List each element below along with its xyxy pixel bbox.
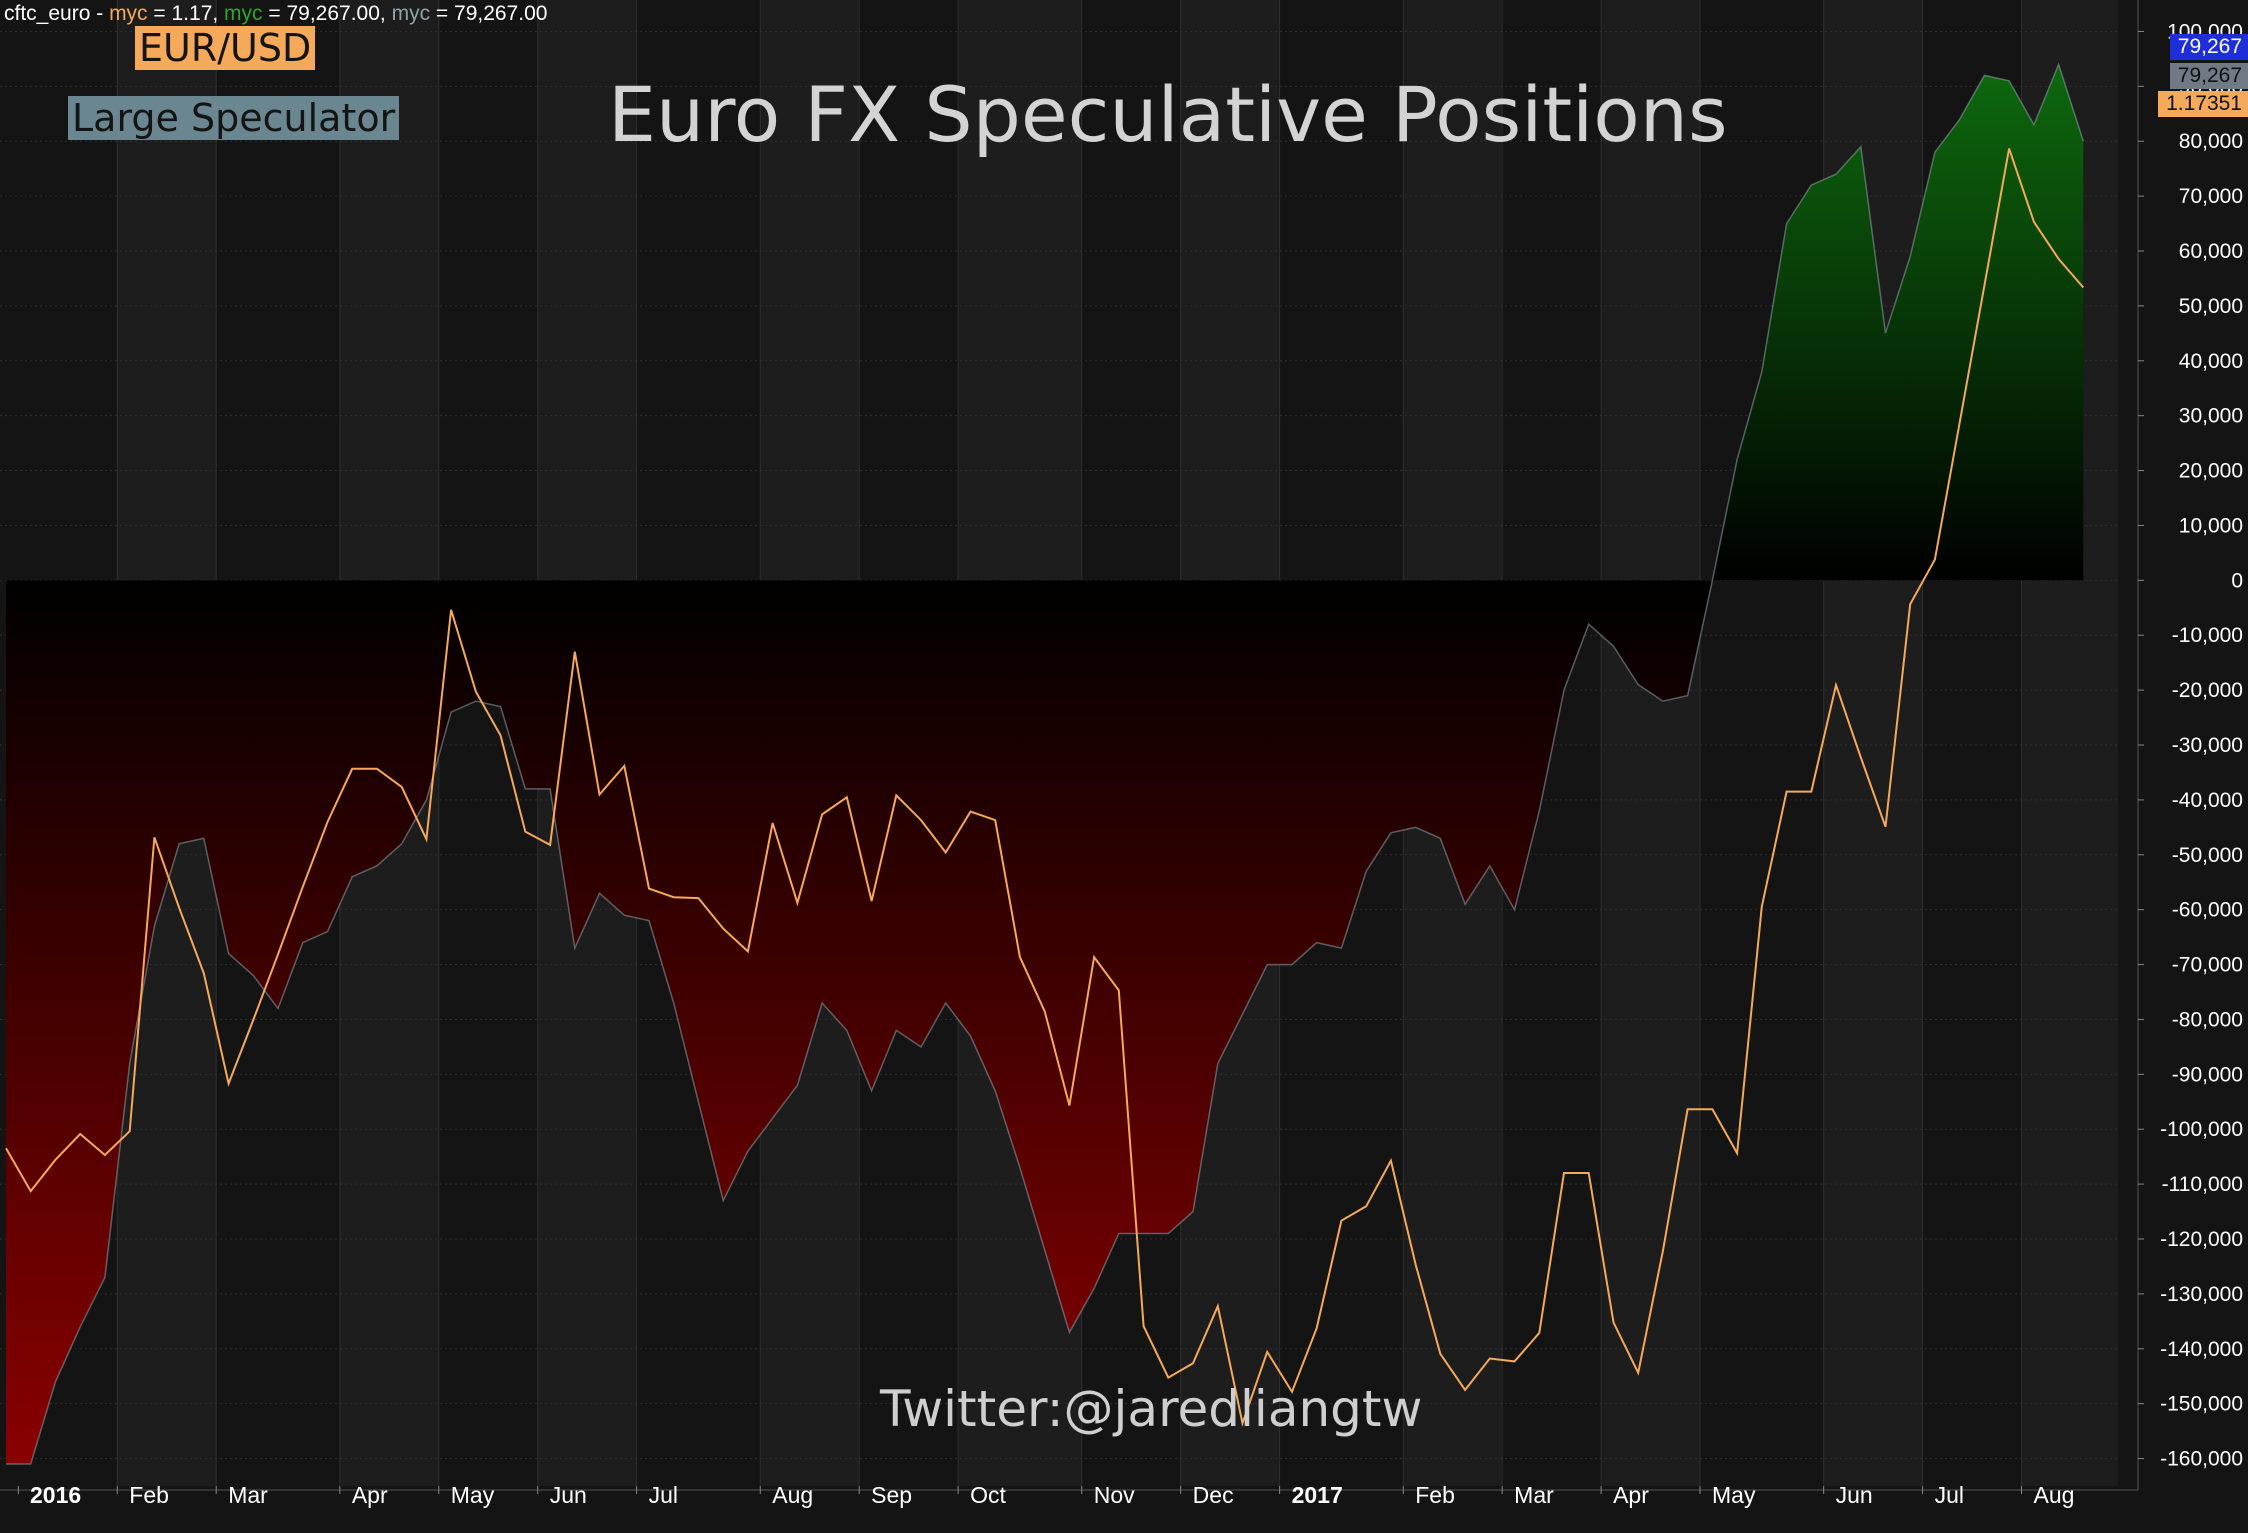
x-tick-label: May bbox=[451, 1482, 495, 1508]
y-axis: -160,000 -150,000 -140,000 -130,000 -120,000… bbox=[2137, 0, 2243, 1490]
x-tick-label: Dec bbox=[1193, 1482, 1234, 1508]
x-tick-label: Feb bbox=[1415, 1482, 1455, 1508]
x-tick-label: Apr bbox=[352, 1482, 388, 1508]
x-tick-label: Jul bbox=[1935, 1482, 1964, 1508]
y-tick-label: -40,000 bbox=[2172, 789, 2243, 812]
area-negative bbox=[6, 580, 2084, 1464]
x-tick-label: Oct bbox=[970, 1482, 1006, 1508]
y-tick-label: 40,000 bbox=[2179, 350, 2243, 373]
last-value-badge-eurusd: 1.17351 bbox=[2158, 91, 2248, 117]
chart-title: Euro FX Speculative Positions bbox=[608, 70, 1728, 159]
x-tick-label: 2016 bbox=[30, 1482, 81, 1508]
last-value-badge-area: 79,267 bbox=[2169, 34, 2248, 60]
header-value-area: = 79,267.00, bbox=[262, 2, 392, 25]
header-value-line: = 79,267.00 bbox=[430, 2, 548, 25]
x-tick-label: May bbox=[1712, 1482, 1756, 1508]
grid-lines bbox=[0, 0, 2118, 1486]
y-tick-label: -90,000 bbox=[2172, 1063, 2243, 1086]
y-tick-label: -160,000 bbox=[2160, 1448, 2243, 1471]
y-tick-label: 30,000 bbox=[2179, 405, 2243, 428]
series-lines bbox=[5, 62, 2085, 1465]
y-tick-label: -140,000 bbox=[2160, 1338, 2243, 1361]
speculator-area bbox=[6, 64, 2084, 1464]
x-tick-label: Jul bbox=[649, 1482, 678, 1508]
legend-eurusd: EUR/USD bbox=[135, 26, 316, 70]
indicator-name: cftc_euro bbox=[4, 2, 91, 25]
y-tick-label: -10,000 bbox=[2172, 624, 2243, 647]
legend-large-speculator: Large Speculator bbox=[68, 96, 400, 140]
header-key-area: myc bbox=[224, 2, 263, 25]
y-tick-label: -130,000 bbox=[2160, 1283, 2243, 1306]
x-tick-label: Jun bbox=[550, 1482, 587, 1508]
area-positive bbox=[6, 64, 2084, 581]
month-stripe bbox=[1601, 0, 1701, 1486]
y-tick-label: -70,000 bbox=[2172, 954, 2243, 977]
y-tick-label: -30,000 bbox=[2172, 734, 2243, 757]
x-tick-label: Feb bbox=[129, 1482, 169, 1508]
x-tick-label: 2017 bbox=[1292, 1482, 1343, 1508]
y-tick-label: -150,000 bbox=[2160, 1393, 2243, 1416]
y-tick-label: -20,000 bbox=[2172, 679, 2243, 702]
y-tick-label: 10,000 bbox=[2179, 514, 2243, 537]
y-tick-label: 20,000 bbox=[2179, 460, 2243, 483]
y-tick-label: -120,000 bbox=[2160, 1228, 2243, 1251]
background-stripes bbox=[0, 0, 2118, 1486]
y-tick-label: -110,000 bbox=[2162, 1173, 2243, 1196]
header-key-line: myc bbox=[391, 2, 431, 25]
y-tick-label: -80,000 bbox=[2172, 1008, 2243, 1031]
indicator-header: cftc_euro - myc = 1.17, myc = 79,267.00,… bbox=[4, 2, 547, 26]
x-axis: 2016 Feb Mar Apr May Jun Jul Aug Sep Oct Nov Dec 201… bbox=[0, 1482, 2138, 1508]
series-line-large-speculator bbox=[6, 62, 2085, 1465]
x-tick-label: Apr bbox=[1613, 1482, 1649, 1508]
x-tick-label: Mar bbox=[228, 1482, 268, 1508]
header-separator: - bbox=[90, 2, 110, 25]
y-tick-label: 70,000 bbox=[2179, 185, 2243, 208]
x-tick-label: Aug bbox=[772, 1482, 813, 1508]
x-tick-label: Aug bbox=[2033, 1482, 2074, 1508]
x-tick-label: Sep bbox=[871, 1482, 912, 1508]
x-tick-label: Jun bbox=[1836, 1482, 1873, 1508]
last-value-badge-line: 79,267 bbox=[2169, 63, 2248, 89]
y-tick-label: 80,000 bbox=[2179, 130, 2243, 153]
y-tick-label: -100,000 bbox=[2160, 1118, 2243, 1141]
header-value-eurusd: = 1.17, bbox=[147, 2, 225, 25]
y-tick-label: -50,000 bbox=[2172, 844, 2243, 867]
y-tick-label: 0 bbox=[2231, 569, 2243, 592]
header-key-eurusd: myc bbox=[109, 2, 148, 25]
y-tick-label: -60,000 bbox=[2172, 899, 2243, 922]
y-tick-label: 50,000 bbox=[2179, 295, 2243, 318]
series-line-eurusd bbox=[5, 148, 2085, 1427]
x-tick-label: Mar bbox=[1514, 1482, 1554, 1508]
twitter-watermark: Twitter:@jaredliangtw bbox=[880, 1380, 1423, 1438]
x-tick-label: Nov bbox=[1094, 1482, 1135, 1508]
y-tick-label: 60,000 bbox=[2179, 240, 2243, 263]
